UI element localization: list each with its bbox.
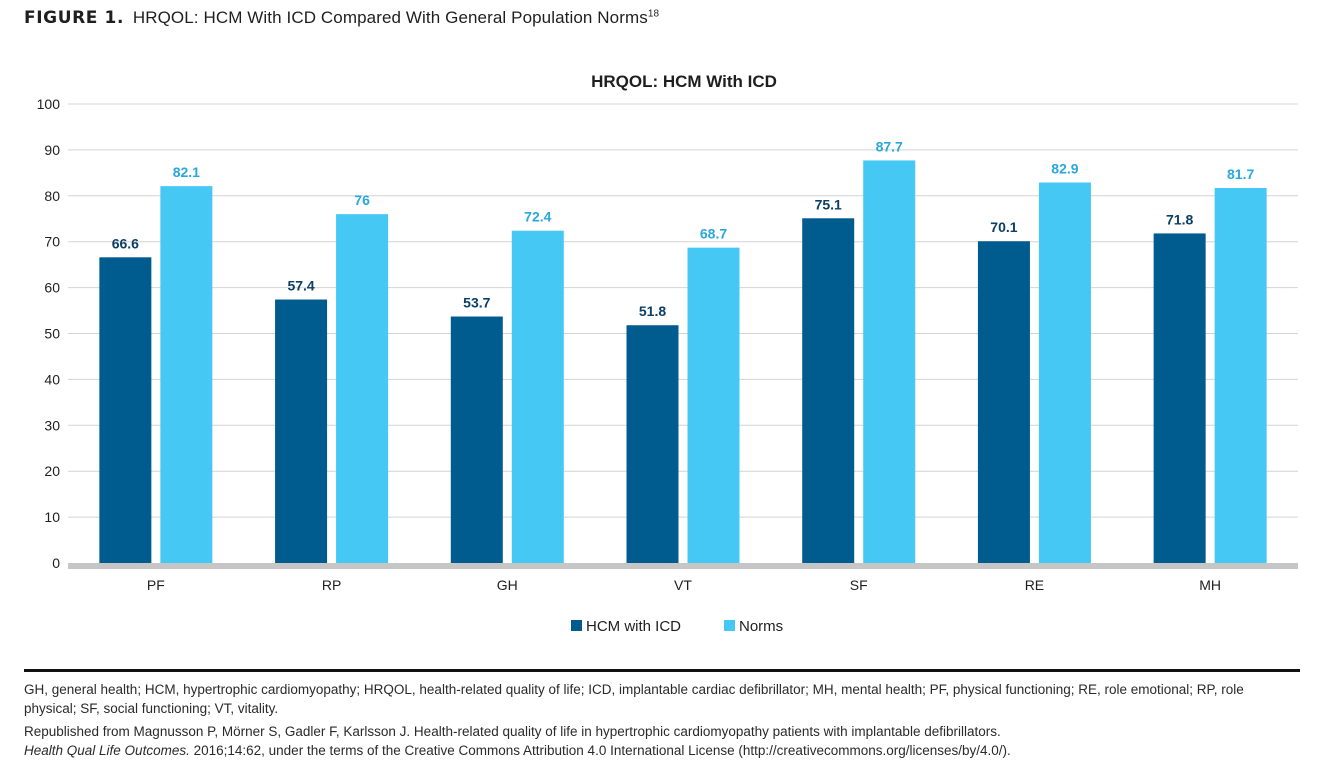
- y-axis-ticks: 0 10 20 30 40 50 60 70 80 90 100: [37, 96, 61, 571]
- bar-hcm-with-icd-mh: [1153, 233, 1206, 564]
- data-label-hcm-with-icd-vt: 51.8: [639, 303, 666, 319]
- bar-norms-re: [1038, 182, 1091, 563]
- bar-chart: HRQOL: HCM With ICD 0 10 20 30 40 50 60 70 80 90 1…: [37, 72, 1298, 635]
- credit-line-2: Health Qual Life Outcomes. 2016;14:62, u…: [24, 741, 1300, 760]
- journal-name: Health Qual Life Outcomes.: [24, 743, 190, 758]
- data-label-hcm-with-icd-sf: 75.1: [815, 196, 842, 212]
- bar-hcm-with-icd-pf: [99, 257, 152, 563]
- bar-hcm-with-icd-gh: [450, 316, 503, 563]
- abbreviations-footnote: GH, general health; HCM, hypertrophic ca…: [24, 682, 1244, 716]
- figure-header: FIGURE 1. HRQOL: HCM With ICD Compared W…: [24, 8, 659, 28]
- y-tick-label: 90: [44, 142, 60, 158]
- bars: [99, 160, 1267, 564]
- x-tick-label: PF: [147, 577, 165, 593]
- x-tick-label: RE: [1025, 577, 1044, 593]
- y-tick-label: 30: [44, 417, 60, 433]
- bar-norms-vt: [687, 247, 740, 564]
- bar-hcm-with-icd-rp: [275, 299, 328, 563]
- y-tick-label: 40: [44, 371, 60, 387]
- figure-reference: 18: [647, 8, 660, 20]
- y-tick-label: 50: [44, 326, 60, 342]
- data-label-norms-pf: 82.1: [173, 164, 200, 180]
- x-axis-baseline: [68, 563, 1298, 569]
- legend-swatch-hcm-with-icd: [571, 620, 582, 631]
- data-label-hcm-with-icd-re: 70.1: [990, 219, 1017, 235]
- data-label-norms-sf: 87.7: [876, 138, 903, 154]
- figure-title: HRQOL: HCM With ICD Compared With Genera…: [132, 8, 648, 27]
- y-tick-label: 20: [44, 463, 60, 479]
- legend-swatch-norms: [724, 620, 735, 631]
- data-label-norms-gh: 72.4: [524, 209, 551, 225]
- data-label-norms-rp: 76: [354, 192, 370, 208]
- data-labels: 66.6 82.1 57.4 76 53.7 72.4 51.8 68.7 75.1 87.7 70…: [112, 138, 1255, 319]
- y-tick-label: 70: [44, 234, 60, 250]
- x-tick-label: SF: [850, 577, 868, 593]
- y-tick-label: 0: [52, 555, 60, 571]
- credit-line-2-rest: 2016;14:62, under the terms of the Creat…: [189, 743, 1011, 758]
- data-label-norms-re: 82.9: [1051, 160, 1078, 176]
- data-label-hcm-with-icd-pf: 66.6: [112, 235, 139, 251]
- bar-norms-mh: [1214, 187, 1267, 563]
- legend: HCM with ICD Norms: [571, 618, 783, 635]
- bar-norms-sf: [863, 160, 916, 563]
- footnote-divider: [24, 669, 1300, 672]
- y-tick-label: 100: [37, 96, 61, 112]
- x-axis-categories: PF RP GH VT SF RE MH: [147, 577, 1221, 593]
- gridlines: [68, 103, 1298, 569]
- x-tick-label: GH: [497, 577, 518, 593]
- legend-label-hcm-with-icd: HCM with ICD: [586, 618, 681, 635]
- bar-norms-pf: [160, 186, 213, 563]
- figure-label: FIGURE 1.: [24, 8, 125, 28]
- data-label-hcm-with-icd-rp: 57.4: [287, 278, 314, 294]
- x-tick-label: VT: [674, 577, 692, 593]
- y-tick-label: 60: [44, 280, 60, 296]
- bar-hcm-with-icd-sf: [802, 218, 855, 563]
- bar-hcm-with-icd-re: [977, 241, 1030, 563]
- chart-title: HRQOL: HCM With ICD: [591, 72, 777, 91]
- bar-norms-rp: [336, 214, 389, 563]
- x-tick-label: RP: [322, 577, 341, 593]
- data-label-hcm-with-icd-gh: 53.7: [463, 295, 490, 311]
- x-tick-label: MH: [1199, 577, 1221, 593]
- y-tick-label: 80: [44, 188, 60, 204]
- credit-footnote: Republished from Magnusson P, Mörner S, …: [24, 722, 1300, 760]
- data-label-norms-mh: 81.7: [1227, 166, 1254, 182]
- y-tick-label: 10: [44, 509, 60, 525]
- bar-hcm-with-icd-vt: [626, 325, 679, 563]
- data-label-hcm-with-icd-mh: 71.8: [1166, 211, 1193, 227]
- bar-norms-gh: [511, 230, 564, 563]
- data-label-norms-vt: 68.7: [700, 226, 727, 242]
- credit-line-1: Republished from Magnusson P, Mörner S, …: [24, 724, 1001, 739]
- legend-label-norms: Norms: [739, 618, 783, 635]
